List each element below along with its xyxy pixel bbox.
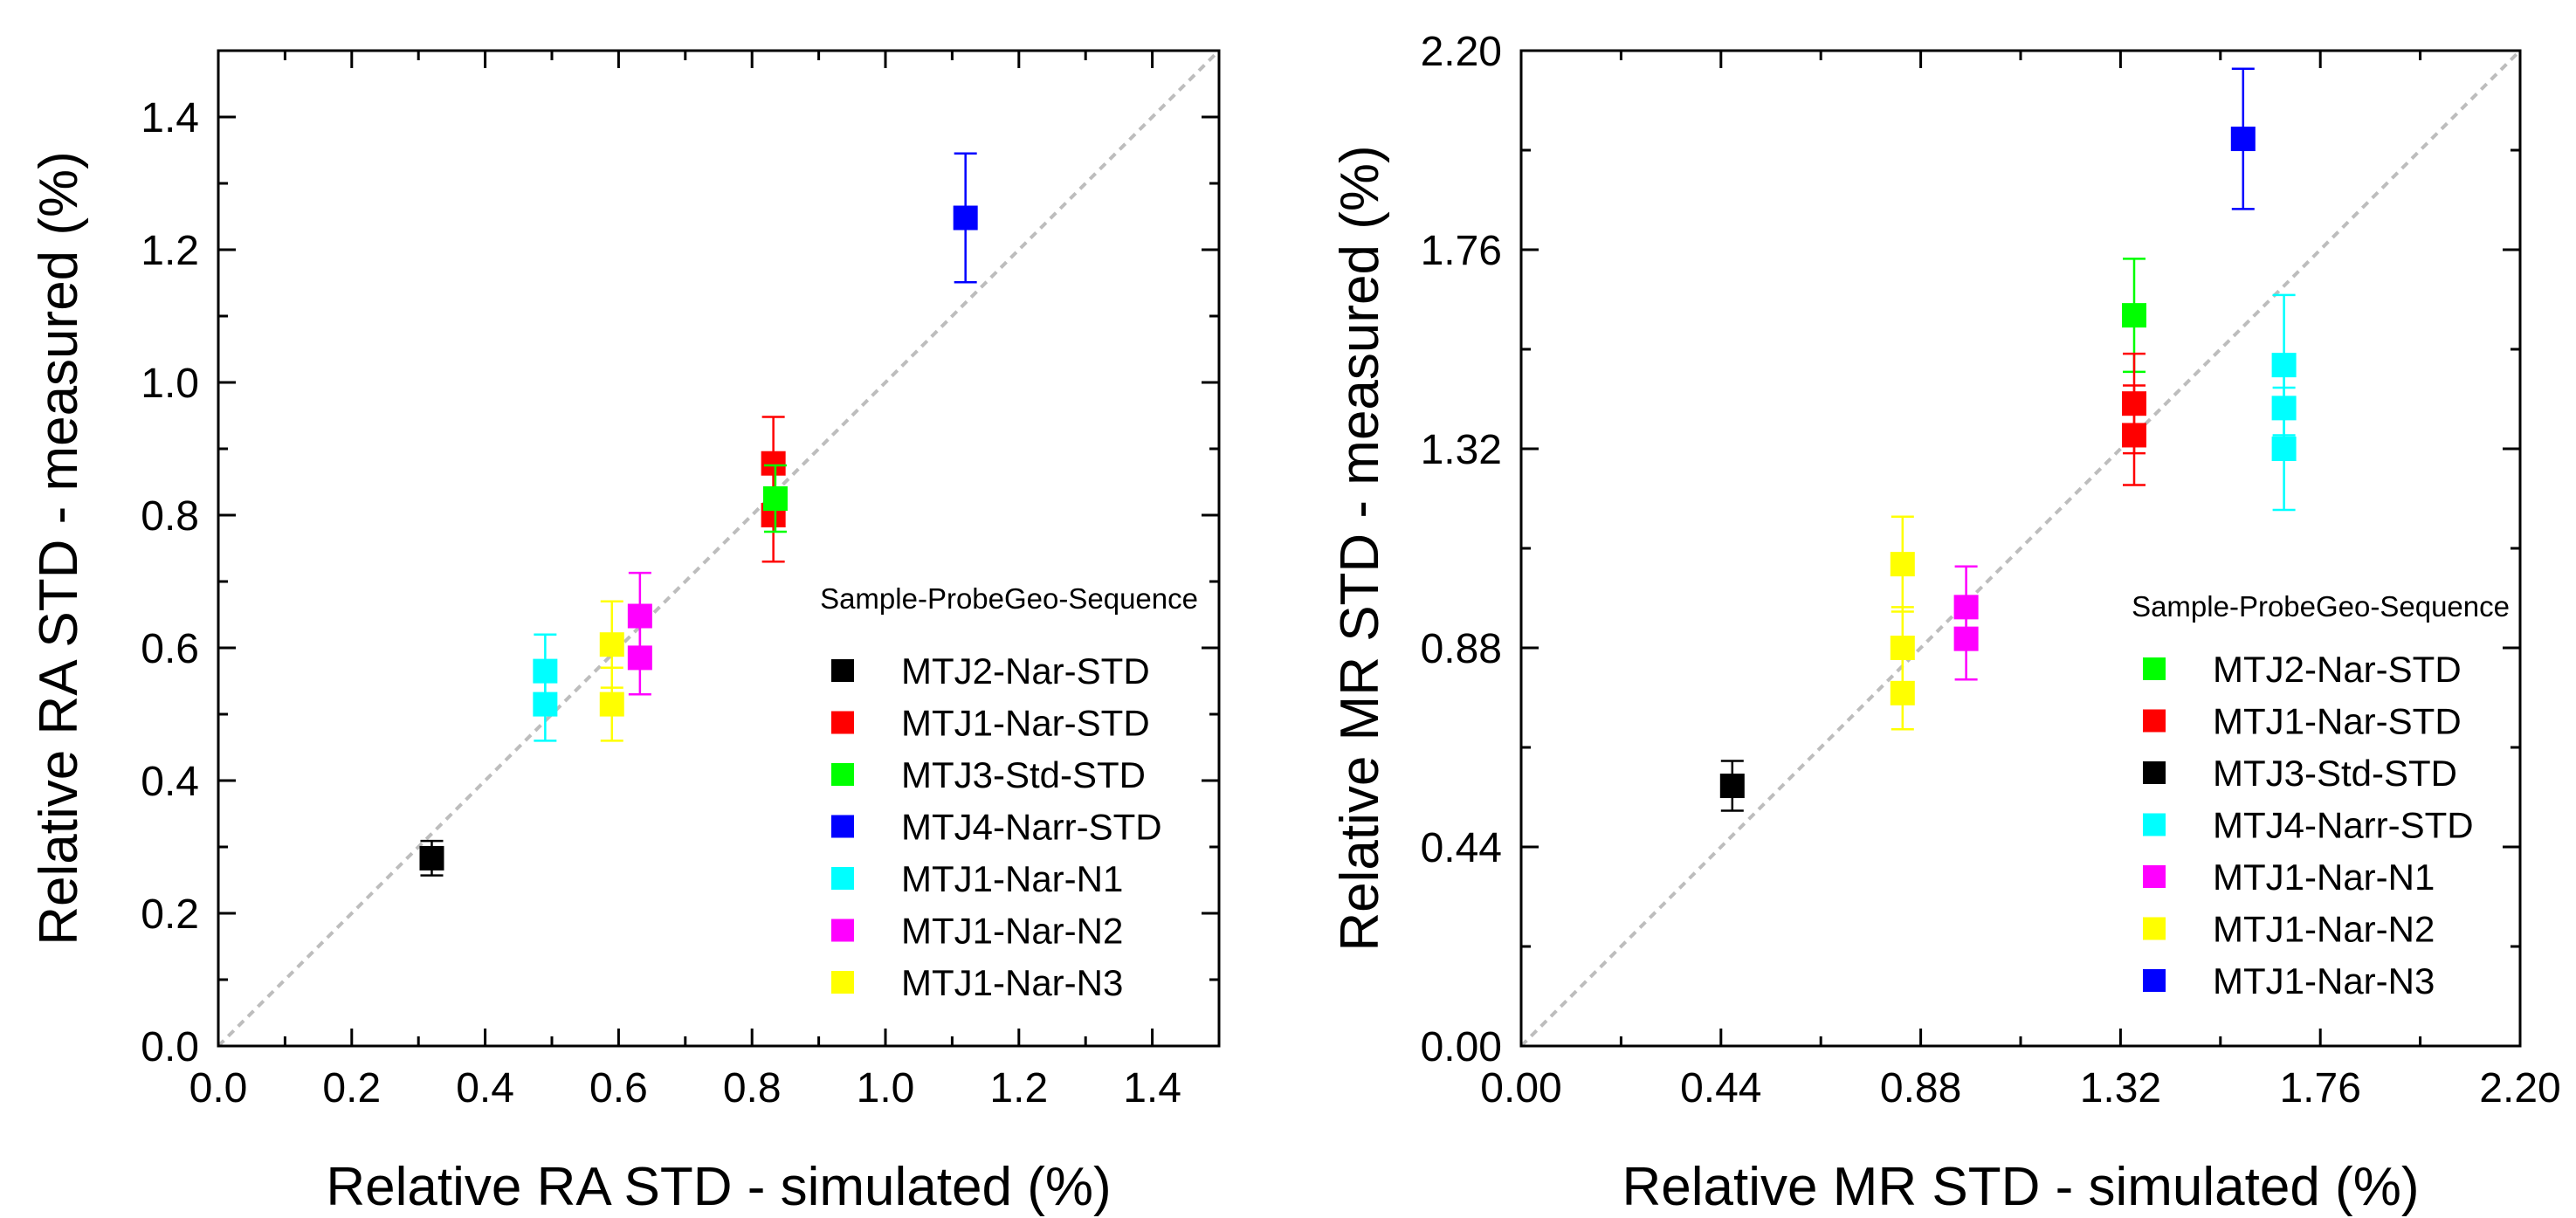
- y-axis-label: Relative RA STD - measured (%): [29, 151, 89, 946]
- x-tick-label: 0.2: [322, 1065, 381, 1111]
- legend-label: MTJ1-Nar-N1: [901, 858, 1123, 899]
- data-point: [2230, 127, 2256, 152]
- data-point: [1890, 680, 1915, 705]
- y-tick-label: 1.4: [141, 95, 199, 141]
- legend-marker: [2143, 709, 2166, 733]
- data-point: [627, 645, 652, 671]
- legend-marker: [831, 815, 854, 838]
- legend-label: MTJ1-Nar-N2: [2213, 909, 2435, 950]
- data-point: [419, 845, 444, 870]
- y-tick-label: 1.0: [141, 361, 199, 407]
- y-tick-label: 1.32: [1421, 427, 1502, 473]
- legend-marker: [831, 971, 854, 994]
- legend-marker: [2143, 761, 2166, 784]
- legend-label: MTJ1-Nar-N1: [2213, 857, 2435, 898]
- x-tick-label: 1.0: [857, 1065, 915, 1111]
- x-tick-label: 0.88: [1880, 1065, 1961, 1111]
- legend-label: MTJ1-Nar-STD: [901, 703, 1150, 744]
- legend-marker: [2143, 813, 2166, 836]
- legend-marker: [831, 919, 854, 942]
- x-tick-label: 0.8: [723, 1065, 782, 1111]
- y-tick-label: 0.6: [141, 626, 199, 672]
- x-axis-label: Relative RA STD - simulated (%): [326, 1157, 1111, 1217]
- y-tick-label: 0.4: [141, 759, 199, 805]
- y-tick-label: 0.8: [141, 493, 199, 540]
- data-point: [2271, 437, 2297, 461]
- data-point: [2122, 303, 2146, 328]
- legend-label: MTJ4-Narr-STD: [2213, 805, 2474, 846]
- x-tick-label: 0.00: [1480, 1065, 1561, 1111]
- legend-marker: [831, 711, 854, 734]
- data-point: [762, 486, 788, 511]
- y-axis-label: Relative MR STD - measured (%): [1330, 145, 1390, 951]
- data-point: [599, 692, 624, 717]
- legend-title: Sample-ProbeGeo-Sequence: [2132, 590, 2510, 623]
- y-tick-label: 2.20: [1421, 29, 1502, 75]
- x-tick-label: 0.6: [589, 1065, 648, 1111]
- data-point: [533, 692, 558, 717]
- legend-label: MTJ1-Nar-N2: [901, 911, 1123, 952]
- y-tick-label: 0.2: [141, 891, 199, 938]
- x-tick-label: 0.4: [456, 1065, 514, 1111]
- legend-marker: [831, 867, 854, 890]
- legend-label: MTJ4-Narr-STD: [901, 807, 1162, 848]
- chart-panel-2: 0.00 0.44 0.88 1.32 1.76 2.20 0.00 0.44 0.88 1.32…: [1330, 29, 2561, 1217]
- y-tick-label: 1.76: [1421, 228, 1502, 274]
- legend-marker: [2143, 657, 2166, 680]
- x-tick-label: 1.4: [1123, 1065, 1181, 1111]
- legend-marker: [831, 659, 854, 682]
- x-tick-label: 1.2: [989, 1065, 1048, 1111]
- reference-line: [217, 49, 1221, 1048]
- x-tick-label: 2.20: [2479, 1065, 2560, 1111]
- plot-frame: [217, 49, 1221, 1048]
- legend-marker: [2143, 865, 2166, 888]
- x-tick-label: 1.32: [2080, 1065, 2161, 1111]
- legend-label: MTJ1-Nar-STD: [2213, 701, 2462, 742]
- legend-label: MTJ2-Nar-STD: [901, 650, 1150, 692]
- legend-marker: [2143, 917, 2166, 940]
- data-point: [1719, 774, 1745, 799]
- data-point: [953, 205, 978, 231]
- chart-panel-1: 0.0 0.2 0.4 0.6 0.8 1.0 1.2 1.4 0.0 0.2 0.4 0.6 0.8 1…: [29, 49, 1221, 1217]
- x-tick-label: 1.76: [2279, 1065, 2360, 1111]
- legend-label: MTJ3-Std-STD: [2213, 753, 2457, 794]
- data-point: [1890, 552, 1915, 577]
- legend-label: MTJ2-Nar-STD: [2213, 649, 2462, 690]
- legend-label: MTJ1-Nar-N3: [2213, 960, 2435, 1001]
- y-tick-label: 0.0: [141, 1024, 199, 1070]
- legend-marker: [2143, 969, 2166, 992]
- x-axis-label: Relative MR STD - simulated (%): [1622, 1157, 2420, 1217]
- x-tick-label: 0.0: [189, 1065, 248, 1111]
- legend-marker: [831, 763, 854, 786]
- y-tick-label: 0.88: [1421, 626, 1502, 672]
- legend-title: Sample-ProbeGeo-Sequence: [820, 582, 1198, 615]
- legend-label: MTJ3-Std-STD: [901, 754, 1146, 795]
- y-tick-label: 1.2: [141, 228, 199, 274]
- x-tick-label: 0.44: [1680, 1065, 1761, 1111]
- data-point: [599, 632, 624, 657]
- data-point: [2122, 423, 2146, 448]
- data-point: [1953, 626, 1979, 651]
- legend-label: MTJ1-Nar-N3: [901, 962, 1123, 1003]
- y-tick-label: 0.00: [1421, 1024, 1502, 1070]
- reference-line: [1519, 49, 2522, 1048]
- y-tick-label: 0.44: [1421, 825, 1502, 871]
